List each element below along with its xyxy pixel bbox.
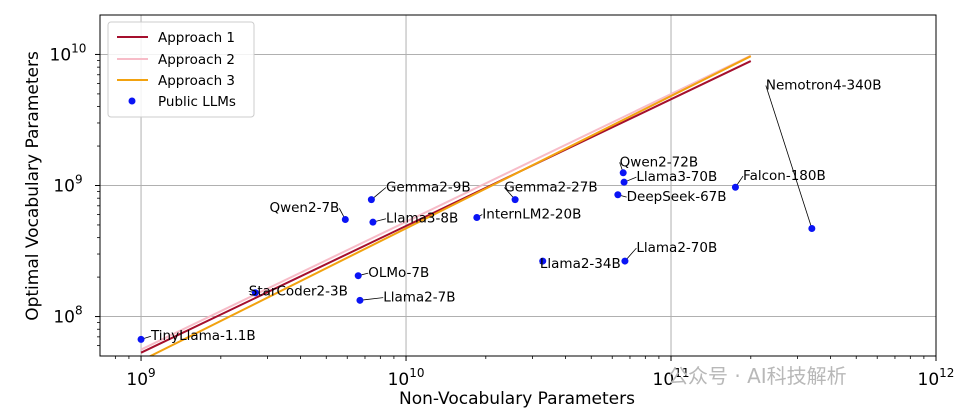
point-label-llama3-70b: Llama3-70B [636, 169, 717, 185]
point-label-falcon-180b: Falcon-180B [743, 168, 826, 184]
point-label-tinyllama-1-1b: TinyLlama-1.1B [150, 328, 256, 344]
point-label-llama2-34b: Llama2-34B [540, 256, 621, 272]
point-label-gemma2-9b: Gemma2-9B [386, 179, 471, 195]
point-internlm2-20b [473, 213, 481, 221]
point-label-llama2-7b: Llama2-7B [383, 290, 455, 306]
legend-label-approach-2: Approach 2 [158, 52, 235, 68]
legend-box [107, 21, 255, 118]
x-tick-label: 109 [126, 366, 155, 390]
point-qwen2-7b [341, 216, 349, 224]
y-tick-label: 108 [53, 304, 82, 328]
leader-line-nemotron4-340b [765, 85, 813, 229]
point-label-nemotron4-340b: Nemotron4-340B [766, 78, 882, 94]
fit-line-approach-3 [148, 55, 752, 356]
point-deepseek-67b [614, 191, 622, 199]
legend-label-approach-1: Approach 1 [158, 30, 235, 46]
watermark-text: 公众号 · AI科技解析 [668, 364, 847, 388]
point-gemma2-9b [367, 196, 375, 204]
data-points [137, 169, 816, 343]
point-label-starcoder2-3b: StarCoder2-3B [249, 283, 348, 299]
point-llama3-70b [620, 178, 628, 186]
point-label-qwen2-7b: Qwen2-7B [269, 200, 339, 216]
y-axis-label: Optimal Vocabulary Parameters [23, 51, 43, 321]
point-starcoder2-3b [251, 289, 259, 297]
legend-label-approach-3: Approach 3 [158, 73, 235, 89]
point-label-llama2-70b: Llama2-70B [636, 240, 717, 256]
point-llama2-34b [539, 257, 547, 265]
legend: Approach 1 Approach 2 Approach 3 Public … [107, 21, 255, 118]
x-axis-label: Non-Vocabulary Parameters [399, 389, 635, 409]
point-nemotron4-340b [808, 224, 816, 232]
point-llama2-70b [621, 257, 629, 265]
x-tick-label: 1010 [388, 366, 425, 390]
fit-lines [140, 54, 752, 356]
point-llama3-8b [369, 218, 377, 226]
point-label-internlm2-20b: InternLM2-20B [482, 206, 581, 222]
point-label-deepseek-67b: DeepSeek-67B [627, 189, 727, 205]
point-label-olmo-7b: OLMo-7B [368, 265, 429, 281]
point-falcon-180b [731, 183, 739, 191]
fit-line-approach-2 [140, 54, 752, 351]
point-qwen2-72b [619, 169, 627, 177]
point-label-qwen2-72b: Qwen2-72B [620, 154, 698, 170]
point-olmo-7b [354, 272, 362, 280]
point-label-gemma2-27b: Gemma2-27B [504, 179, 597, 195]
point-gemma2-27b [511, 196, 519, 204]
fit-line-approach-1 [140, 60, 752, 354]
leader-line-llama2-7b [359, 297, 384, 301]
y-tick-label: 1010 [50, 41, 87, 65]
legend-label-public-llms: Public LLMs [158, 94, 236, 110]
point-llama2-7b [356, 296, 364, 304]
x-tick-label: 1012 [918, 366, 955, 390]
point-tinyllama-1-1b [137, 335, 145, 343]
point-labels: TinyLlama-1.1B StarCoder2-3B OLMo-7B Llama2… [150, 78, 882, 345]
y-tick-label: 109 [53, 173, 82, 197]
y-axis-ticks: 108 109 1010 [50, 41, 100, 328]
point-label-llama3-8b: Llama3-8B [386, 211, 458, 227]
legend-swatch-public-llms [128, 97, 136, 105]
